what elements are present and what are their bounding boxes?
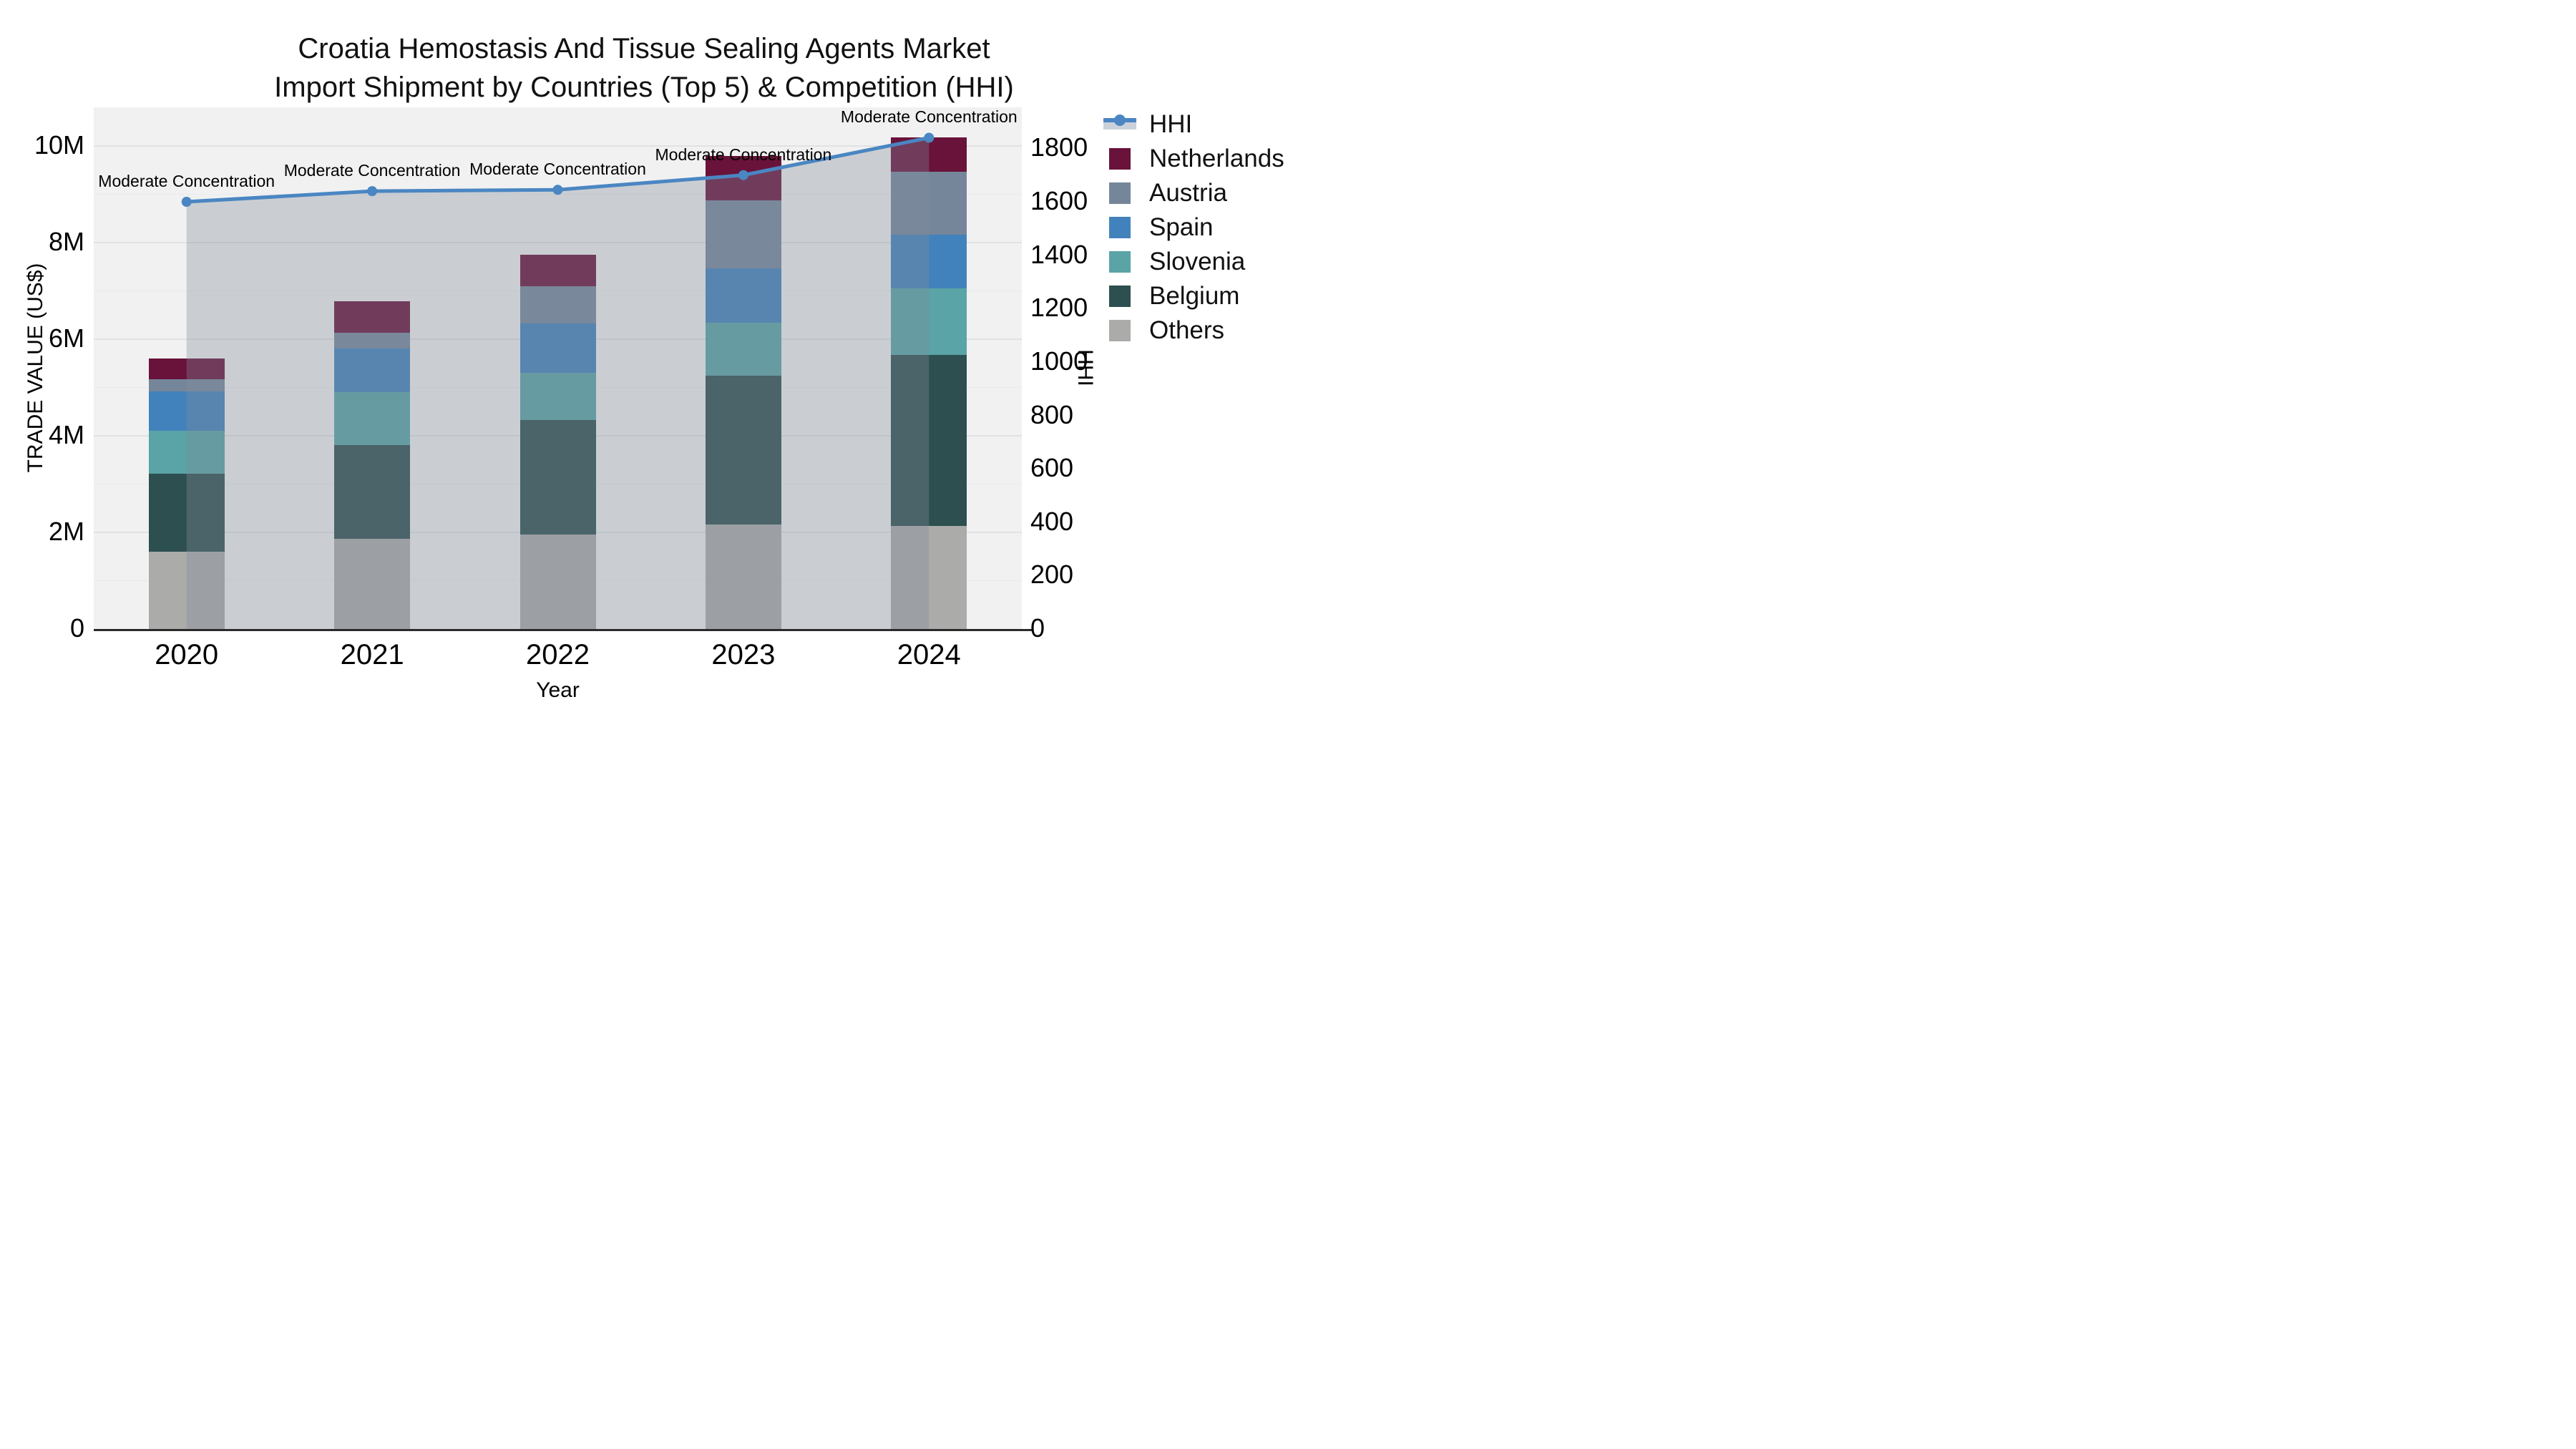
legend-label-belgium: Belgium — [1149, 281, 1240, 310]
legend-label-netherlands: Netherlands — [1149, 144, 1284, 172]
x-axis-title: Year — [536, 678, 580, 702]
bar-segment-2023-spain — [705, 268, 781, 323]
y-left-tick-0: 0 — [69, 613, 84, 643]
legend-item-slovenia[interactable]: Slovenia — [1102, 247, 1284, 275]
bar-segment-2022-slovenia — [519, 373, 596, 421]
y-left-tick-10M: 10M — [34, 130, 84, 160]
bar-segment-2021-spain — [334, 348, 411, 392]
bar-segment-2020-belgium — [148, 473, 225, 552]
x-tick-2022: 2022 — [526, 639, 590, 670]
y-right-tick-800: 800 — [1030, 399, 1074, 429]
legend-item-hhi[interactable]: HHI — [1102, 109, 1284, 138]
bar-segment-2024-spain — [891, 234, 967, 289]
y-right-tick-1800: 1800 — [1030, 132, 1088, 162]
bar-segment-2021-netherlands — [334, 301, 411, 333]
chart-title-line1: Croatia Hemostasis And Tissue Sealing Ag… — [298, 33, 990, 64]
bar-segment-2023-others — [705, 525, 781, 629]
y-right-tick-1200: 1200 — [1030, 293, 1088, 323]
x-tick-2021: 2021 — [340, 639, 404, 670]
legend-item-austria[interactable]: Austria — [1102, 178, 1284, 207]
annotation-2021: Moderate Concentration — [283, 161, 461, 180]
y-right-tick-1400: 1400 — [1030, 239, 1088, 269]
legend-item-others[interactable]: Others — [1102, 316, 1284, 344]
legend-swatch-netherlands — [1102, 146, 1139, 171]
legend-swatch-spain — [1102, 215, 1139, 240]
annotation-2020: Moderate Concentration — [98, 172, 275, 191]
bar-segment-2023-belgium — [705, 375, 781, 525]
annotation-2024: Moderate Concentration — [840, 107, 1018, 127]
legend: HHI Netherlands Austria Spain Slovenia Belgiu… — [1102, 109, 1284, 352]
y-right-tick-1000: 1000 — [1030, 346, 1088, 376]
chart-canvas: Croatia Hemostasis And Tissue Sealing Ag… — [0, 0, 1288, 725]
bar-segment-2020-austria — [148, 379, 225, 391]
bar-segment-2021-slovenia — [334, 391, 411, 445]
legend-label-spain: Spain — [1149, 213, 1214, 241]
bar-segment-2020-slovenia — [148, 431, 225, 474]
bar-segment-2024-others — [891, 525, 967, 629]
legend-swatch-slovenia — [1102, 249, 1139, 274]
hhi-line-legend-icon — [1102, 112, 1139, 137]
x-tick-2024: 2024 — [897, 639, 961, 670]
y-right-tick-400: 400 — [1030, 506, 1074, 536]
y-right-tick-0: 0 — [1030, 613, 1045, 643]
bar-segment-2020-netherlands — [148, 358, 225, 380]
bar-segment-2024-belgium — [891, 355, 967, 526]
bar-segment-2021-belgium — [334, 444, 411, 539]
legend-swatch-others — [1102, 318, 1139, 343]
legend-label-slovenia: Slovenia — [1149, 247, 1246, 275]
bar-segment-2022-netherlands — [519, 254, 596, 286]
bar-segment-2020-others — [148, 552, 225, 629]
bar-segment-2022-others — [519, 535, 596, 629]
y-right-tick-600: 600 — [1030, 453, 1074, 483]
y-right-tick-1600: 1600 — [1030, 186, 1088, 216]
legend-swatch-belgium — [1102, 283, 1139, 308]
y-right-tick-200: 200 — [1030, 560, 1074, 590]
bar-segment-2024-austria — [891, 171, 967, 235]
legend-item-spain[interactable]: Spain — [1102, 213, 1284, 241]
y-left-tick-6M: 6M — [48, 323, 84, 353]
gridline-10M — [94, 145, 1022, 147]
bar-segment-2020-spain — [148, 391, 225, 431]
bar-segment-2024-slovenia — [891, 288, 967, 356]
y-left-tick-2M: 2M — [48, 517, 84, 546]
bar-segment-2022-austria — [519, 286, 596, 324]
x-tick-2023: 2023 — [711, 639, 776, 670]
y-left-tick-4M: 4M — [48, 420, 84, 449]
legend-label-others: Others — [1149, 316, 1225, 344]
legend-item-belgium[interactable]: Belgium — [1102, 281, 1284, 310]
legend-label-hhi: HHI — [1149, 109, 1193, 138]
bar-segment-2023-slovenia — [705, 323, 781, 376]
annotation-2022: Moderate Concentration — [469, 160, 646, 179]
bar-segment-2022-spain — [519, 323, 596, 374]
bar-segment-2023-austria — [705, 200, 781, 268]
legend-label-austria: Austria — [1149, 178, 1227, 207]
y-axis-left-title: TRADE VALUE (US$) — [24, 263, 47, 473]
x-axis-line — [94, 629, 1032, 631]
gridline-9M — [94, 193, 1022, 195]
bar-segment-2024-netherlands — [891, 137, 967, 172]
y-left-tick-8M: 8M — [48, 227, 84, 256]
chart-title-line2: Import Shipment by Countries (Top 5) & C… — [274, 72, 1014, 103]
bar-segment-2021-austria — [334, 333, 411, 348]
y-axis-right-title: HHI — [1073, 349, 1097, 386]
bar-segment-2021-others — [334, 538, 411, 629]
annotation-2023: Moderate Concentration — [655, 145, 832, 164]
x-tick-2020: 2020 — [155, 639, 219, 670]
gridline-8M — [94, 242, 1022, 243]
bar-segment-2022-belgium — [519, 420, 596, 535]
legend-swatch-austria — [1102, 180, 1139, 205]
legend-item-netherlands[interactable]: Netherlands — [1102, 144, 1284, 172]
